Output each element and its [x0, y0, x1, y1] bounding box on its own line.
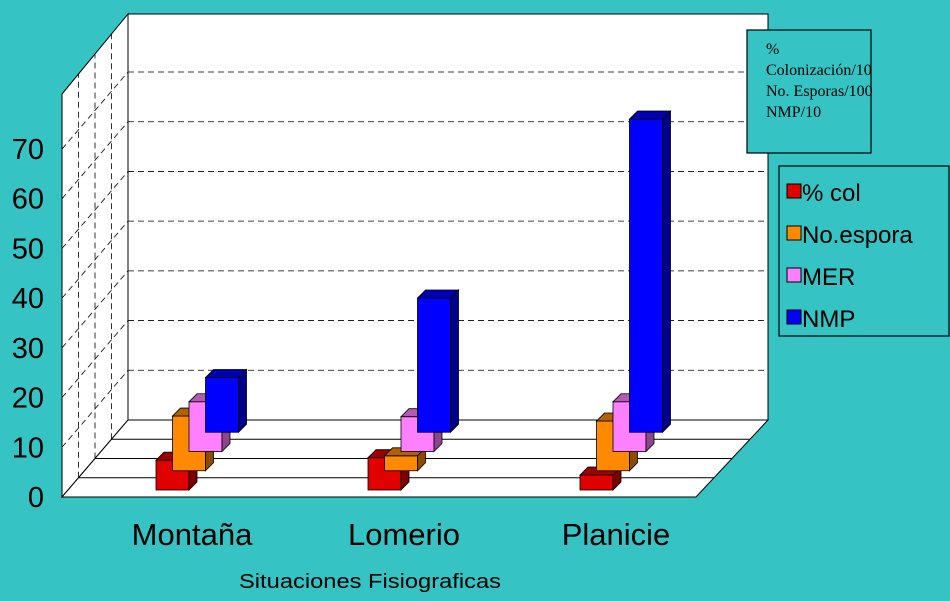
legend-item: % col	[786, 180, 861, 207]
note-box	[746, 29, 872, 154]
bar	[204, 368, 248, 434]
note-line: No. Esporas/100	[766, 83, 873, 100]
gridline-side	[61, 270, 129, 349]
bar-side	[238, 368, 247, 434]
legend-swatch	[786, 225, 802, 241]
y-tick-label: 10	[12, 432, 44, 464]
x-tick-label: Lomerio	[348, 517, 460, 552]
y-tick-label: 50	[12, 233, 44, 265]
x-tick-labels: Montaña Lomerio Planicie	[132, 517, 671, 552]
bar	[416, 289, 460, 434]
y-tick-label: 30	[12, 333, 44, 365]
y-tick-label: 20	[12, 383, 44, 415]
bar-side	[450, 289, 459, 434]
gridline-side	[61, 171, 129, 249]
legend-label: NMP	[802, 306, 855, 333]
bar-front	[629, 118, 663, 433]
legend-box	[778, 165, 950, 337]
legend-swatch	[786, 267, 802, 283]
bar-front	[384, 455, 418, 472]
note-lines: % Colonización/10 No. Esporas/100 NMP/10	[766, 41, 873, 121]
note-line: %	[766, 41, 779, 58]
bar-front	[205, 377, 239, 433]
y-tick-label: 60	[12, 184, 44, 216]
note-line: NMP/10	[766, 104, 821, 121]
legend-swatch	[786, 183, 802, 199]
legend-items: % col No.espora MER NMP	[786, 180, 913, 333]
legend-item: MER	[786, 264, 855, 291]
legend-label: % col	[802, 180, 861, 207]
y-tick-label: 0	[28, 482, 44, 514]
x-tick-label: Montaña	[132, 517, 253, 552]
gridline-side	[61, 370, 129, 448]
gridline-side	[61, 121, 129, 199]
legend-label: No.espora	[802, 222, 913, 249]
legend-item: No.espora	[786, 222, 913, 249]
legend-swatch	[786, 309, 802, 325]
legend-label: MER	[802, 264, 855, 291]
y-tick-label: 40	[12, 283, 44, 315]
note-line: Colonización/10	[766, 62, 872, 79]
bars	[155, 110, 672, 491]
bar-front	[579, 474, 614, 491]
bar-side	[662, 110, 671, 434]
x-tick-label: Planicie	[562, 517, 671, 552]
gridline-side	[61, 320, 129, 398]
bar-front	[417, 297, 451, 433]
y-tick-label: 70	[12, 134, 44, 166]
y-tick-labels: 0 10 20 30 40 50 60 70	[12, 134, 44, 514]
gridline-side	[61, 71, 129, 150]
gridline-side	[61, 220, 129, 299]
x-axis-title: Situaciones Fisiograficas	[239, 571, 501, 593]
legend-item: NMP	[786, 306, 855, 333]
bar	[628, 110, 672, 434]
